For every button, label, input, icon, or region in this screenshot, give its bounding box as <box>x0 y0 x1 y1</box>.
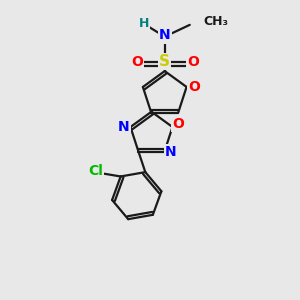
Text: N: N <box>165 145 177 159</box>
Text: Cl: Cl <box>88 164 103 178</box>
Text: O: O <box>188 80 200 94</box>
Text: N: N <box>159 28 170 43</box>
Text: CH₃: CH₃ <box>203 15 228 28</box>
Text: O: O <box>187 55 199 69</box>
Text: H: H <box>139 17 149 30</box>
Text: O: O <box>131 55 143 69</box>
Text: O: O <box>172 117 184 131</box>
Text: S: S <box>159 54 170 69</box>
Text: N: N <box>118 120 130 134</box>
